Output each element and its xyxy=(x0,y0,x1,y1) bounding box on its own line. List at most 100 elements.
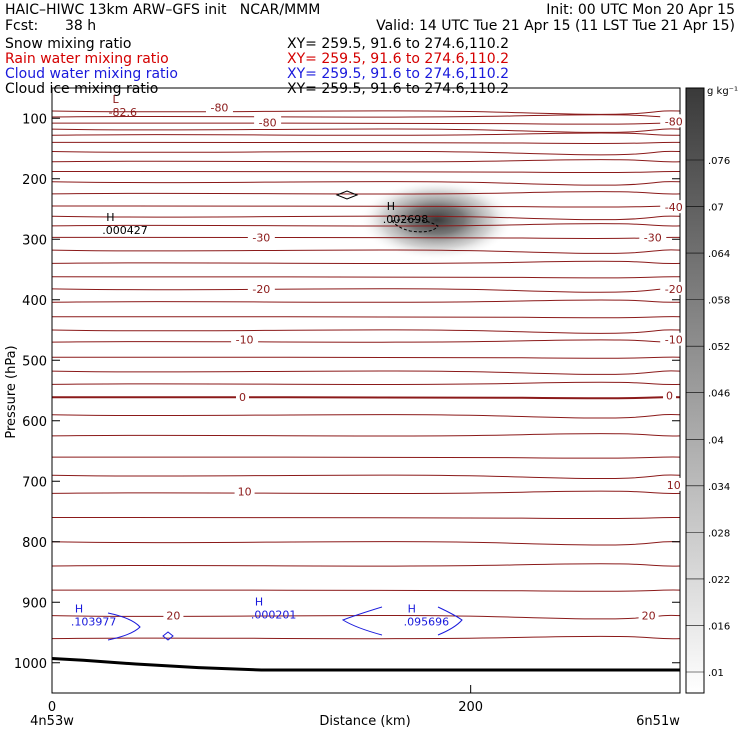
cloud-water-contour-mid-left xyxy=(341,606,383,636)
colorbar-level-label: .058 xyxy=(708,296,730,307)
isotherm-line xyxy=(51,110,681,115)
temperature-contour-label: -40 xyxy=(665,201,683,214)
plot-frame xyxy=(51,87,681,694)
y-tick-label: 1000 xyxy=(14,657,47,672)
contour-label-bg xyxy=(663,388,677,402)
temperature-contour-label: -30 xyxy=(252,231,270,244)
chart-labels: -80 -80 -80 -40 -30 -30 -20 -20 -10 -10 0 0 10 10 20 20… xyxy=(71,93,688,628)
temperature-contour-label: -80 xyxy=(210,101,228,114)
temperature-contour-label: 20 xyxy=(642,610,656,623)
terrain-surface xyxy=(51,657,680,672)
colorbar-level-label: .01 xyxy=(708,668,724,679)
field-cloudwater-xy: XY= 259.5, 91.6 to 274.6,110.2 xyxy=(287,66,510,82)
field-cloudwater-name: Cloud water mixing ratio xyxy=(5,66,178,82)
isotherm-line xyxy=(51,474,681,480)
valid-time: Valid: 14 UTC Tue 21 Apr 15 (11 LST Tue … xyxy=(376,18,735,34)
colorbar-level-label: .028 xyxy=(708,528,730,539)
extremum-marker: H xyxy=(75,602,83,615)
temperature-contour-label: -20 xyxy=(252,283,270,296)
forecast-hours: 38 h xyxy=(65,18,97,34)
contour-label-bg xyxy=(660,332,688,346)
y-axis-label: Pressure (hPa) xyxy=(4,345,19,438)
isotherm-line xyxy=(51,170,681,174)
extremum-value: .095696 xyxy=(404,615,450,628)
isotherm-line xyxy=(51,516,681,520)
extremum-marker: H xyxy=(408,602,416,615)
isotherm-line xyxy=(51,299,681,303)
snow-maximum-shading xyxy=(358,179,515,260)
snow-contour xyxy=(391,218,439,233)
field-cloudice-xy: XY= 259.5, 91.6 to 274.6,110.2 xyxy=(287,81,510,97)
isotherm-line xyxy=(51,490,681,495)
isotherm-line xyxy=(51,541,681,546)
x-tick-label: 200 xyxy=(458,700,483,715)
temperature-contour-label: -30 xyxy=(644,231,662,244)
colorbar-labels: .01 .016 .022 .028 .034 .04 .046 .052 .058 .064 .0… xyxy=(686,156,730,679)
colorbar-level-label: .034 xyxy=(708,482,730,493)
isotherm-line xyxy=(51,381,681,386)
cloud-ice-contour xyxy=(335,190,359,200)
cloud-water-small-contour xyxy=(162,631,174,641)
contour-label-bg xyxy=(638,608,659,622)
temperature-contour-label: 20 xyxy=(166,610,180,623)
isotherm-line xyxy=(51,316,681,319)
isotherm-line xyxy=(51,433,681,437)
temperature-contour-label: -80 xyxy=(665,115,683,128)
contour-label-bg xyxy=(247,281,275,295)
temperature-contour-label: 0 xyxy=(239,391,246,404)
isotherm-line xyxy=(51,563,681,567)
contour-label-bg xyxy=(254,115,282,129)
extremum-value: .002698 xyxy=(383,213,429,226)
field-snow-xy: XY= 259.5, 91.6 to 274.6,110.2 xyxy=(287,36,510,52)
isotherm-line xyxy=(51,456,681,459)
cloud-water-contour-left xyxy=(107,612,141,641)
x-axis-label: Distance (km) xyxy=(319,714,410,729)
isotherm-line xyxy=(51,249,681,254)
isotherm-line xyxy=(51,260,681,265)
temperature-contour-label: -10 xyxy=(236,334,254,347)
colorbar-level-label: .076 xyxy=(708,156,730,167)
y-tick-label: 100 xyxy=(22,112,47,127)
isotherm-line xyxy=(51,614,681,620)
extremum-value: -82.6 xyxy=(109,106,137,119)
contour-label-bg xyxy=(205,100,233,114)
isotherm-line xyxy=(51,191,681,195)
y-tick-label: 800 xyxy=(22,536,47,551)
colorbar xyxy=(685,87,705,694)
extremum-value: .000427 xyxy=(102,224,147,237)
isotherm-line xyxy=(51,128,681,133)
init-time: Init: 00 UTC Mon 20 Apr 15 xyxy=(546,2,735,18)
temperature-contour-label: 10 xyxy=(667,479,681,492)
field-snow-name: Snow mixing ratio xyxy=(5,36,132,52)
field-rain-xy: XY= 259.5, 91.6 to 274.6,110.2 xyxy=(287,51,510,67)
isotherm-line xyxy=(51,370,681,375)
isotherm-line xyxy=(51,122,681,125)
isotherm-line xyxy=(51,114,681,118)
isotherm-line xyxy=(51,181,681,186)
contour-label-bg xyxy=(163,608,184,622)
isotherm-line xyxy=(51,329,681,334)
y-tick-label: 400 xyxy=(22,294,47,309)
contour-label-bg xyxy=(639,230,667,244)
colorbar-level-label: .016 xyxy=(708,621,730,632)
contour-label-bg xyxy=(660,281,688,295)
isotherm-line xyxy=(51,635,681,640)
isotherm-line xyxy=(51,236,681,240)
contour-label-bg xyxy=(660,200,688,214)
y-tick-label: 500 xyxy=(22,354,47,369)
extremum-value: .103977 xyxy=(71,615,117,628)
contour-label-bg xyxy=(235,390,249,404)
temperature-contour-label: -20 xyxy=(665,283,683,296)
colorbar-level-label: .07 xyxy=(708,203,724,214)
isotherm-line xyxy=(51,339,681,343)
isotherm-line xyxy=(51,396,681,400)
field-cloudice-name: Cloud ice mixing ratio xyxy=(5,81,159,97)
x-left-location: 4n53w xyxy=(30,714,74,729)
forecast-label: Fcst: xyxy=(5,18,39,34)
temperature-contour-label: 10 xyxy=(238,486,252,499)
y-tick-label: 700 xyxy=(22,475,47,490)
temperature-contour-label: -80 xyxy=(259,116,277,129)
extremum-marker: H xyxy=(106,211,114,224)
temperature-contour-label: 0 xyxy=(666,389,673,402)
